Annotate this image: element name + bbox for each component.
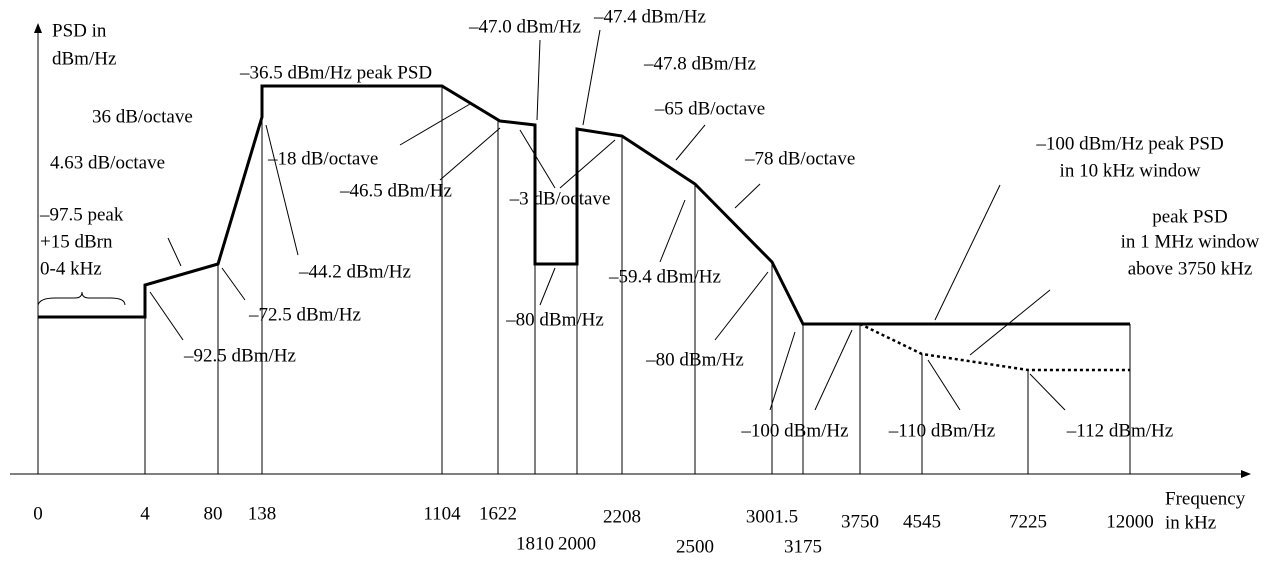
- annotation: –72.5 dBm/Hz: [248, 304, 361, 325]
- annotation: in 10 kHz window: [1060, 160, 1201, 181]
- y-label: dBm/Hz: [52, 48, 116, 69]
- frequency-label: 1622: [479, 503, 517, 524]
- annotation: –47.0 dBm/Hz: [468, 16, 581, 37]
- annotation: –97.5 peak: [39, 204, 124, 225]
- frequency-label: 2208: [603, 506, 641, 527]
- annotation: –3 dB/octave: [509, 188, 611, 209]
- annotation: –110 dBm/Hz: [888, 420, 995, 441]
- annotation: –44.2 dBm/Hz: [298, 261, 411, 282]
- annotation: peak PSD: [1152, 206, 1227, 227]
- annotation: –100 dBm/Hz: [740, 420, 848, 441]
- annotation: –65 dB/octave: [654, 98, 765, 119]
- annotation: 36 dB/octave: [92, 106, 193, 127]
- annotation: –80 dBm/Hz: [505, 309, 604, 330]
- annotation: –80 dBm/Hz: [645, 349, 744, 370]
- frequency-label: 4545: [903, 511, 941, 532]
- frequency-label: 12000: [1106, 511, 1154, 532]
- y-label: PSD in: [52, 20, 107, 41]
- frequency-label: 80: [204, 503, 223, 524]
- frequency-label: 7225: [1009, 511, 1047, 532]
- frequency-label: 0: [33, 503, 43, 524]
- annotation: above 3750 kHz: [1128, 258, 1253, 279]
- frequency-label: 4: [140, 503, 150, 524]
- annotation: –18 dB/octave: [267, 148, 378, 169]
- annotation: 0-4 kHz: [40, 258, 102, 279]
- annotation: in 1 MHz window: [1121, 231, 1260, 252]
- x-label: Frequency: [1165, 488, 1246, 509]
- leader-lines: [149, 29, 1066, 411]
- annotation: –78 dB/octave: [744, 148, 855, 169]
- frequency-label: 1104: [423, 503, 461, 524]
- frequency-label: 3175: [784, 536, 822, 557]
- annotation: –59.4 dBm/Hz: [608, 266, 721, 287]
- brace: [37, 291, 126, 306]
- frequency-label: 2000: [558, 533, 596, 554]
- psd-mask-dotted: [859, 322, 1130, 372]
- frequency-label: 3750: [841, 511, 879, 532]
- annotation: –100 dBm/Hz peak PSD: [1035, 133, 1223, 154]
- annotation: +15 dBrn: [40, 231, 113, 252]
- frequency-label: 1810: [516, 533, 554, 554]
- annotation: –47.8 dBm/Hz: [643, 53, 756, 74]
- annotation: –36.5 dBm/Hz peak PSD: [239, 62, 432, 83]
- annotation: 4.63 dB/octave: [50, 152, 165, 173]
- frequency-label: 2500: [676, 536, 714, 557]
- x-label: in kHz: [1165, 512, 1216, 533]
- annotation: –46.5 dBm/Hz: [339, 180, 452, 201]
- annotation: –47.4 dBm/Hz: [593, 6, 706, 27]
- frequency-ticks: [144, 86, 1131, 474]
- psd-mask-line: [38, 84, 1130, 326]
- annotations: –36.5 dBm/Hz peak PSD –47.0 dBm/Hz –47.4 d…: [39, 6, 1260, 441]
- annotation: –92.5 dBm/Hz: [183, 345, 296, 366]
- annotation: –112 dBm/Hz: [1066, 420, 1173, 441]
- frequency-label: 138: [248, 503, 277, 524]
- frequency-label: 3001.5: [746, 506, 798, 527]
